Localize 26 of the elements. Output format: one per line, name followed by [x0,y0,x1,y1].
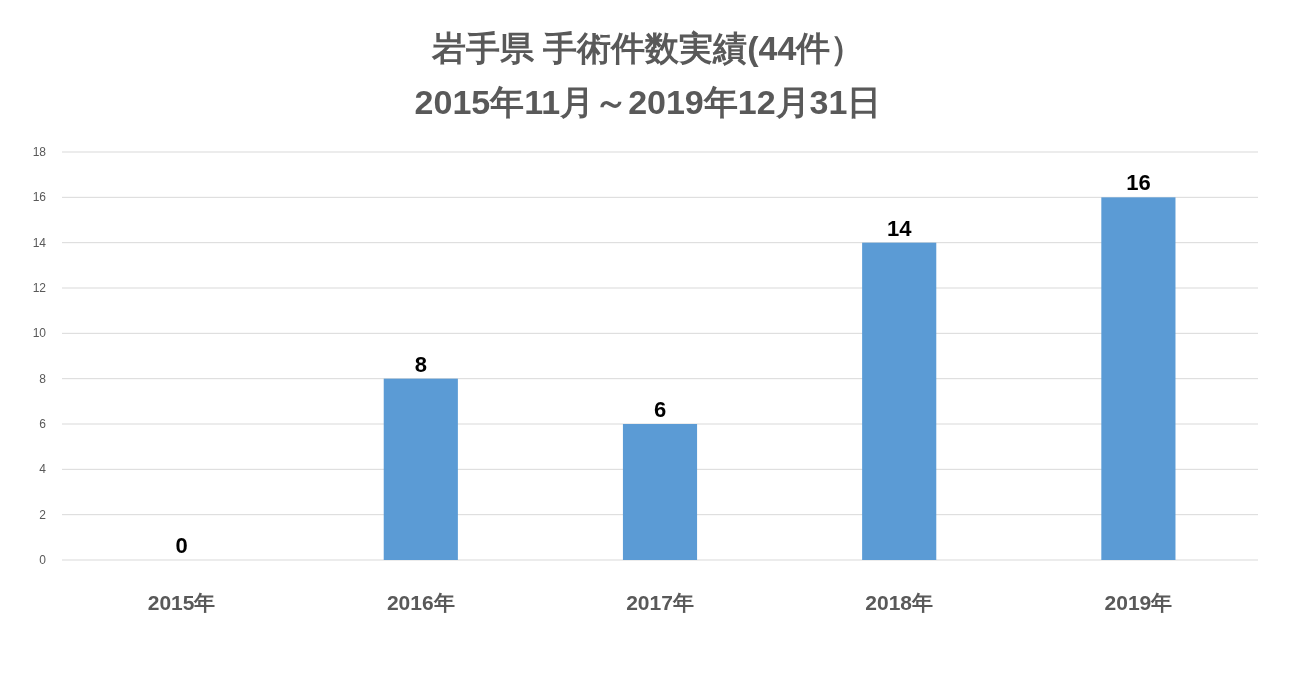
y-tick-label: 8 [39,371,47,386]
y-tick-label: 14 [32,235,47,250]
data-label: 0 [175,533,188,558]
data-label: 6 [653,397,667,422]
bar [862,242,937,560]
data-label: 14 [886,215,913,241]
data-label: 8 [414,351,427,377]
y-tick-label: 4 [39,462,47,477]
x-tick-label: 2015年 [147,591,216,614]
y-tick-label: 12 [32,281,47,295]
x-tick-label: 2018年 [865,591,934,614]
bar [1101,197,1176,560]
chart-title: 岩手県 手術件数実績(44件） [430,29,865,67]
y-tick-label: 10 [32,326,47,341]
data-label: 16 [1126,170,1151,196]
bar [383,378,458,560]
y-tick-label: 16 [32,190,47,205]
x-tick-label: 2016年 [386,591,455,614]
x-tick-label: 2017年 [626,591,694,614]
y-tick-label: 0 [39,553,47,567]
y-tick-label: 18 [32,145,47,159]
x-tick-label: 2019年 [1104,591,1173,614]
y-tick-label: 2 [39,507,47,522]
y-tick-label: 6 [39,417,47,431]
chart-subtitle: 2015年11月～2019年12月31日 [414,83,882,121]
bar [622,424,698,560]
